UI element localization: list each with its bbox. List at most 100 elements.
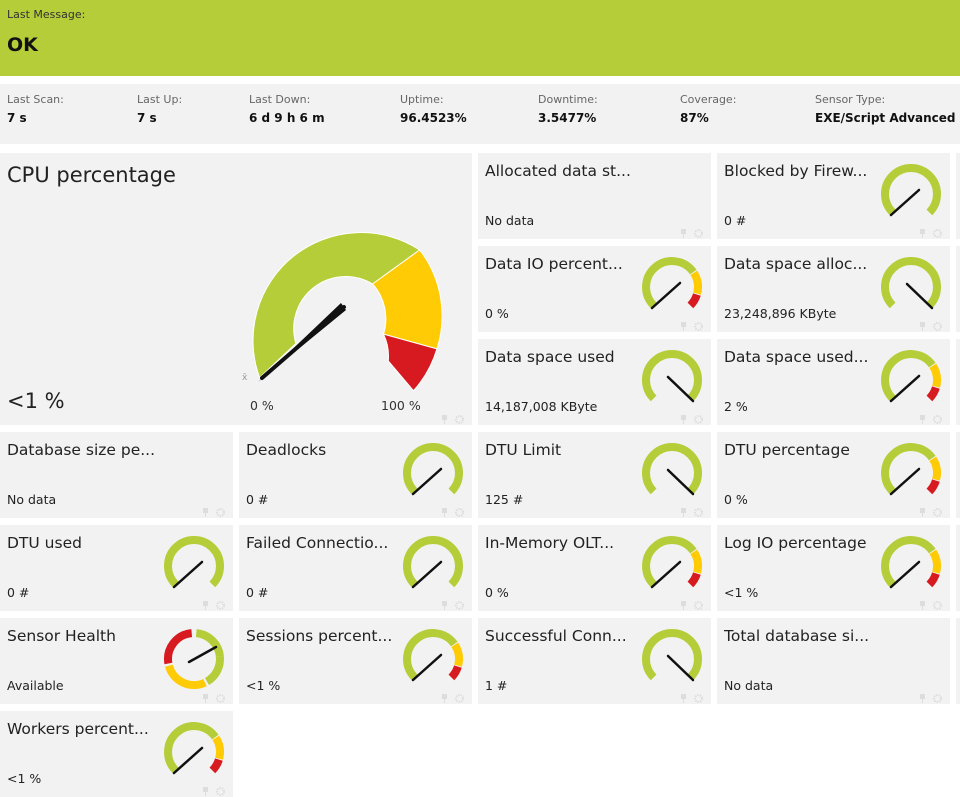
channel-tile[interactable]: Total database si... No data: [717, 618, 950, 704]
gear-icon[interactable]: [694, 316, 703, 331]
channel-gauge: [641, 349, 703, 411]
channel-value: No data: [485, 213, 535, 228]
tile-icons: [679, 502, 703, 517]
gear-icon[interactable]: [694, 223, 703, 238]
gear-icon[interactable]: [933, 595, 942, 610]
gear-icon[interactable]: [694, 502, 703, 517]
channel-tile[interactable]: Data space used... 2 %: [717, 339, 950, 425]
gear-icon[interactable]: [933, 409, 942, 424]
channel-title: Deadlocks: [246, 441, 327, 459]
channel-tile[interactable]: Allocated data st... No data: [478, 153, 711, 239]
stat-downtime: Downtime: 3.5477%: [538, 93, 598, 125]
channel-tile-offscreen[interactable]: [956, 246, 960, 332]
channel-tile[interactable]: Log IO percentage <1 %: [717, 525, 950, 611]
gear-icon[interactable]: [455, 688, 464, 703]
channel-tile-offscreen[interactable]: [956, 525, 960, 611]
channel-title: Data space alloc...: [724, 255, 868, 273]
channel-value: 125 #: [485, 492, 524, 507]
pin-icon[interactable]: [201, 502, 210, 517]
gear-icon[interactable]: [933, 502, 942, 517]
channel-tile[interactable]: Successful Conn... 1 #: [478, 618, 711, 704]
gear-icon[interactable]: [455, 595, 464, 610]
channel-value: 14,187,008 KByte: [485, 399, 598, 414]
pin-icon[interactable]: [201, 595, 210, 610]
channel-title: Workers percent...: [7, 720, 149, 738]
channel-value: <1 %: [7, 389, 65, 413]
channel-tile[interactable]: Data space alloc... 23,248,896 KByte: [717, 246, 950, 332]
sensor-stats-bar: Last Scan: 7 s Last Up: 7 s Last Down: 6 d …: [0, 84, 960, 144]
channel-tile[interactable]: Deadlocks 0 #: [239, 432, 472, 518]
channel-gauge: [641, 256, 703, 318]
channel-tile[interactable]: Workers percent... <1 %: [0, 711, 233, 797]
cpu-gauge: [252, 232, 442, 392]
gear-icon[interactable]: [933, 316, 942, 331]
channel-value: 2 %: [724, 399, 748, 414]
channel-tile[interactable]: Failed Connectio... 0 #: [239, 525, 472, 611]
channel-title: Successful Conn...: [485, 627, 627, 645]
pin-icon[interactable]: [918, 409, 927, 424]
pin-icon[interactable]: [679, 595, 688, 610]
gear-icon[interactable]: [216, 502, 225, 517]
stat-uptime: Uptime: 96.4523%: [400, 93, 467, 125]
pin-icon[interactable]: [679, 502, 688, 517]
channel-tile-offscreen[interactable]: [956, 618, 960, 704]
average-marker: x̄: [242, 373, 248, 383]
gear-icon[interactable]: [216, 595, 225, 610]
channel-tile[interactable]: Sessions percent... <1 %: [239, 618, 472, 704]
gear-icon[interactable]: [933, 223, 942, 238]
channel-tile[interactable]: DTU used 0 #: [0, 525, 233, 611]
pin-icon[interactable]: [679, 223, 688, 238]
tile-icons: [918, 502, 942, 517]
pin-icon[interactable]: [918, 502, 927, 517]
channel-tile-offscreen[interactable]: [956, 339, 960, 425]
pin-icon[interactable]: [440, 688, 449, 703]
channel-gauge: [163, 628, 225, 690]
channel-tile-cpu-percentage[interactable]: CPU percentage x̄ <1 % 0 % 100 %: [0, 153, 472, 425]
tile-icons: [679, 223, 703, 238]
pin-icon[interactable]: [679, 688, 688, 703]
channel-tile[interactable]: Data space used 14,187,008 KByte: [478, 339, 711, 425]
gear-icon[interactable]: [455, 409, 464, 424]
pin-icon[interactable]: [918, 316, 927, 331]
gear-icon[interactable]: [694, 409, 703, 424]
tile-icons: [201, 781, 225, 796]
channel-tile[interactable]: Database size pe... No data: [0, 432, 233, 518]
channel-tile[interactable]: Data IO percent... 0 %: [478, 246, 711, 332]
channel-tile[interactable]: DTU percentage 0 %: [717, 432, 950, 518]
channel-value: <1 %: [246, 678, 281, 693]
channel-tile[interactable]: In-Memory OLT... 0 %: [478, 525, 711, 611]
pin-icon[interactable]: [918, 223, 927, 238]
gear-icon[interactable]: [216, 688, 225, 703]
tile-icons: [918, 595, 942, 610]
last-message-banner: Last Message: OK: [0, 0, 960, 76]
channel-gauge: [641, 535, 703, 597]
gauge-max-label: 100 %: [381, 398, 421, 413]
pin-icon[interactable]: [440, 409, 449, 424]
pin-icon[interactable]: [440, 595, 449, 610]
channel-gauge: [641, 628, 703, 690]
channel-title: Total database si...: [724, 627, 870, 645]
channel-tile[interactable]: DTU Limit 125 #: [478, 432, 711, 518]
gauge-min-label: 0 %: [250, 398, 274, 413]
tile-icons: [679, 595, 703, 610]
pin-icon[interactable]: [679, 409, 688, 424]
channel-tile-offscreen[interactable]: [956, 153, 960, 239]
pin-icon[interactable]: [679, 316, 688, 331]
tile-icons: [679, 688, 703, 703]
channel-tile[interactable]: Blocked by Firew... 0 #: [717, 153, 950, 239]
channel-tile-offscreen[interactable]: [956, 432, 960, 518]
pin-icon[interactable]: [440, 502, 449, 517]
gear-icon[interactable]: [694, 595, 703, 610]
gear-icon[interactable]: [933, 688, 942, 703]
pin-icon[interactable]: [201, 781, 210, 796]
gear-icon[interactable]: [694, 688, 703, 703]
pin-icon[interactable]: [918, 688, 927, 703]
gear-icon[interactable]: [455, 502, 464, 517]
pin-icon[interactable]: [918, 595, 927, 610]
channel-title: DTU percentage: [724, 441, 850, 459]
channel-value: 0 %: [485, 585, 509, 600]
gear-icon[interactable]: [216, 781, 225, 796]
channel-tile[interactable]: Sensor Health Available: [0, 618, 233, 704]
pin-icon[interactable]: [201, 688, 210, 703]
channel-value: 23,248,896 KByte: [724, 306, 837, 321]
